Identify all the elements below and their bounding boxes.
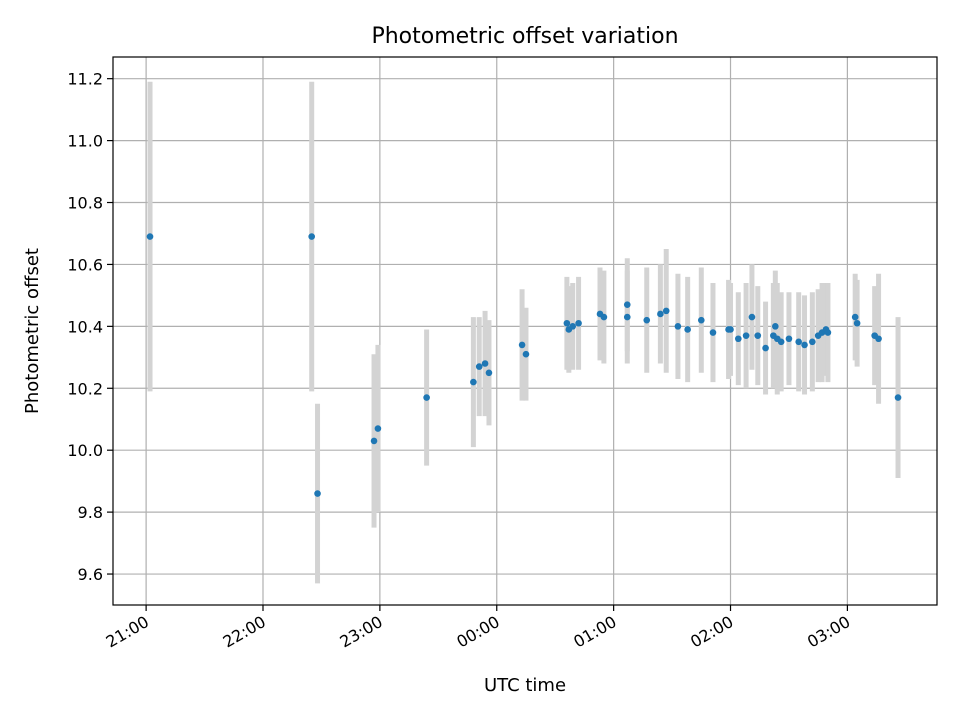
- y-tick-label: 9.6: [78, 565, 103, 584]
- y-tick-label: 10.6: [67, 255, 103, 274]
- data-point: [623, 301, 631, 308]
- y-tick-label: 10.0: [67, 441, 103, 460]
- data-point: [314, 490, 321, 497]
- data-point: [754, 332, 762, 339]
- y-tick-label: 9.8: [78, 503, 103, 522]
- data-point: [518, 341, 526, 349]
- x-axis-label: UTC time: [484, 675, 566, 696]
- data-point: [824, 329, 832, 336]
- data-point: [875, 335, 882, 343]
- data-point: [735, 335, 742, 343]
- data-points: [146, 233, 902, 497]
- data-point: [795, 338, 802, 346]
- y-tick-label: 10.4: [67, 317, 103, 336]
- y-tick-label: 11.0: [67, 132, 103, 151]
- data-point: [851, 313, 859, 321]
- data-point: [600, 313, 608, 321]
- data-point: [709, 329, 717, 336]
- y-tick-label: 10.8: [67, 194, 103, 213]
- data-point: [475, 363, 483, 370]
- data-point: [684, 326, 691, 333]
- data-point: [809, 338, 816, 346]
- data-point: [308, 233, 315, 240]
- data-point: [853, 319, 861, 327]
- data-point: [623, 313, 631, 321]
- data-point: [374, 425, 382, 432]
- chart-title: Photometric offset variation: [371, 24, 678, 49]
- data-point: [727, 326, 734, 333]
- data-point: [522, 350, 530, 358]
- data-point: [801, 341, 808, 349]
- y-tick-label: 10.2: [67, 379, 103, 398]
- data-point: [785, 335, 793, 343]
- data-point: [772, 323, 779, 330]
- data-point: [643, 316, 651, 324]
- data-point: [742, 332, 750, 339]
- data-point: [777, 338, 785, 346]
- data-point: [481, 360, 489, 367]
- data-point: [662, 307, 670, 315]
- data-point: [470, 378, 477, 386]
- data-point: [762, 344, 769, 352]
- data-point: [485, 369, 493, 377]
- plot-frame: [112, 56, 938, 606]
- data-point: [146, 233, 154, 240]
- data-point: [563, 319, 571, 327]
- data-point: [894, 394, 902, 401]
- y-tick-label: 11.2: [67, 70, 103, 89]
- data-point: [423, 394, 430, 401]
- data-point: [674, 323, 682, 330]
- data-point: [370, 437, 378, 445]
- data-point: [657, 310, 664, 318]
- data-point: [575, 319, 582, 327]
- y-axis-label: Photometric offset: [22, 248, 43, 414]
- data-point: [697, 316, 705, 324]
- data-point: [569, 323, 577, 330]
- data-point: [748, 313, 756, 321]
